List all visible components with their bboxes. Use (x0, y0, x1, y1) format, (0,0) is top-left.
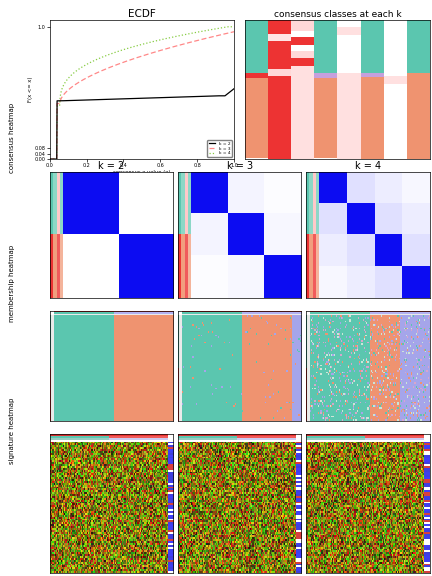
X-axis label: consensus x value (x): consensus x value (x) (113, 169, 171, 175)
Text: consensus heatmap: consensus heatmap (9, 103, 15, 173)
Title: ECDF: ECDF (128, 9, 156, 20)
Title: k = 2: k = 2 (98, 161, 124, 171)
Title: consensus classes at each k: consensus classes at each k (274, 10, 401, 20)
Text: signature heatmap: signature heatmap (9, 397, 15, 464)
Title: k = 3: k = 3 (227, 161, 253, 171)
Title: k = 4: k = 4 (355, 161, 381, 171)
Legend: k = 2, k = 3, k = 4: k = 2, k = 3, k = 4 (207, 141, 232, 157)
Text: membership heatmap: membership heatmap (9, 245, 15, 322)
Y-axis label: F(x <= x): F(x <= x) (28, 77, 33, 103)
